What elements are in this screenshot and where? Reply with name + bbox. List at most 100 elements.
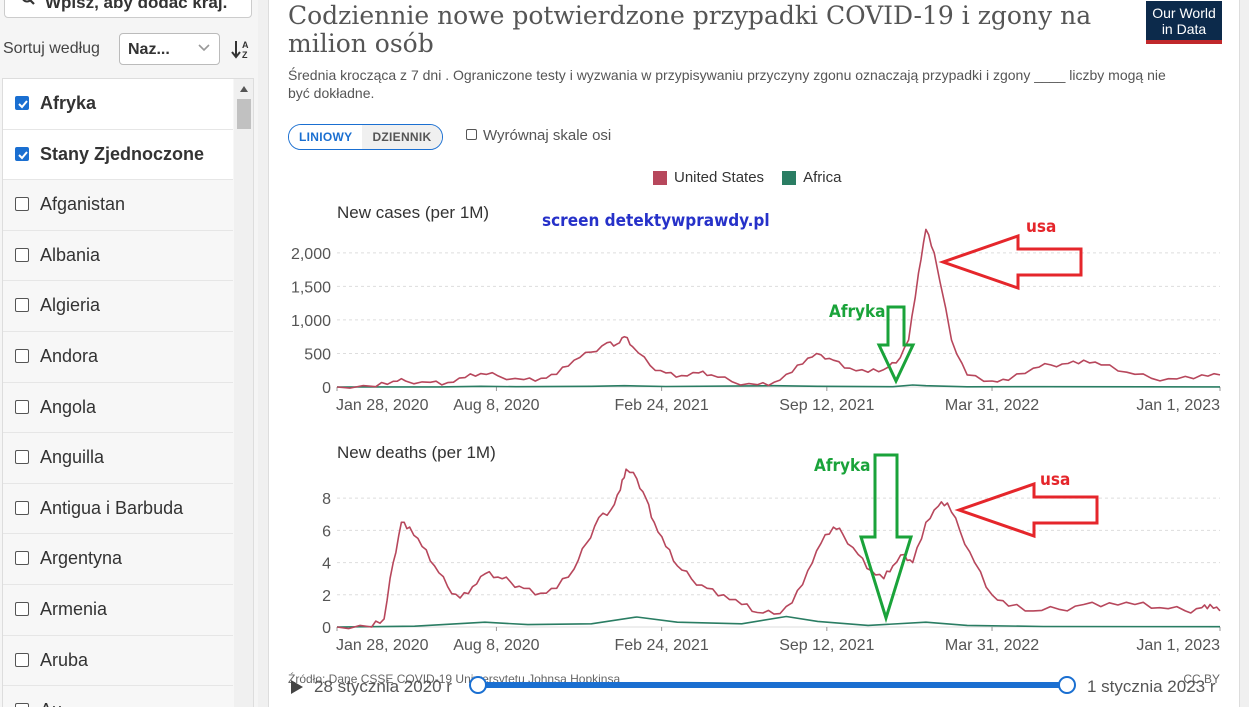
timeline-track[interactable] [479, 682, 1067, 688]
align-axes-box[interactable] [466, 129, 477, 140]
search-icon [22, 0, 35, 5]
search-placeholder: Wpisz, aby dodać kraj. [45, 0, 228, 12]
country-item[interactable]: Anguilla [3, 433, 233, 484]
log-scale-button[interactable]: DZIENNIK [362, 125, 442, 149]
deaths-y-tick-label: 2 [322, 588, 331, 605]
country-item[interactable]: Afryka [3, 79, 233, 130]
sort-order-icon[interactable]: A Z [230, 38, 252, 60]
sort-select-value: Naz... [128, 41, 170, 58]
checkbox[interactable] [15, 450, 29, 465]
afryka-label-cases: Afryka [829, 302, 886, 322]
cases-x-tick-label: Jan 1, 2023 [1136, 397, 1220, 414]
cases-series-us[interactable] [336, 228, 1221, 389]
checkbox[interactable] [15, 197, 29, 212]
country-item[interactable]: Angola [3, 382, 233, 434]
timeline-end-handle[interactable] [1058, 676, 1076, 694]
country-item[interactable]: Armenia [3, 584, 233, 636]
charts-svg: 0 500 1,000 1,500 2,000 Jan 28, 2020 Aug 8, 20… [291, 211, 1221, 654]
country-item[interactable]: Afganistan [3, 180, 233, 231]
cases-x-tick-label: Jan 28, 2020 [336, 397, 429, 414]
country-label: Aruba [40, 649, 89, 670]
svg-text:Z: Z [242, 50, 248, 60]
logo-line-2: in Data [1161, 21, 1207, 37]
country-label: Angola [40, 396, 97, 417]
country-label: Armenia [40, 598, 108, 619]
cases-series-africa[interactable] [336, 384, 1221, 388]
search-input[interactable]: Wpisz, aby dodać kraj. [4, 0, 252, 18]
scrollbar-thumb[interactable] [237, 99, 251, 129]
country-sidebar: Wpisz, aby dodać kraj. Sortuj według Naz… [0, 0, 258, 707]
usa-arrow-deaths [954, 481, 1099, 539]
checkbox[interactable] [15, 247, 29, 262]
country-label: Stany Zjednoczone [40, 143, 205, 164]
checkbox-checked[interactable] [15, 146, 29, 161]
checkbox[interactable] [15, 703, 29, 707]
country-label: Au... [40, 700, 77, 707]
legend-item-us[interactable]: United States [653, 169, 764, 186]
align-axes-label: Wyrównaj skale osi [483, 127, 612, 144]
usa-label-cases: usa [1026, 217, 1056, 237]
checkbox[interactable] [15, 551, 29, 566]
legend-item-africa[interactable]: Africa [782, 169, 841, 186]
timeline-end-label: 1 stycznia 2023 r [1087, 677, 1216, 696]
deaths-x-tick-label: Sep 12, 2021 [779, 637, 874, 654]
scroll-up-icon[interactable] [239, 85, 249, 93]
checkbox[interactable] [15, 298, 29, 313]
country-label: Antigua i Barbuda [40, 497, 184, 518]
checkbox[interactable] [15, 601, 29, 616]
deaths-y-tick-label: 4 [322, 556, 331, 573]
deaths-x-tick-label: Mar 31, 2022 [945, 637, 1039, 654]
country-item[interactable]: Algieria [3, 281, 233, 332]
deaths-y-tick-label: 0 [322, 620, 331, 637]
deaths-series-us[interactable] [336, 468, 1221, 630]
linear-scale-button[interactable]: LINIOWY [289, 125, 363, 149]
country-list: Afryka Stany Zjednoczone Afganistan Albania… [2, 78, 254, 707]
cases-chart-title: New cases (per 1M) [337, 203, 490, 222]
sort-select[interactable]: Naz... [119, 33, 220, 65]
legend-label-us: United States [674, 169, 765, 186]
checkbox[interactable] [15, 399, 29, 414]
checkbox[interactable] [15, 652, 29, 667]
deaths-x-tick-label: Aug 8, 2020 [453, 637, 539, 654]
afryka-label-deaths: Afryka [814, 456, 871, 476]
cases-x-tick-label: Mar 31, 2022 [945, 397, 1039, 414]
owid-logo[interactable]: Our World in Data [1146, 1, 1222, 44]
usa-label-deaths: usa [1040, 470, 1070, 490]
cases-x-tick-label: Sep 12, 2021 [779, 397, 874, 414]
svg-text:A: A [242, 40, 249, 50]
align-axes-checkbox[interactable]: Wyrównaj skale osi [466, 127, 611, 144]
legend-swatch-us [653, 170, 667, 185]
cases-y-tick-label: 0 [322, 380, 331, 397]
page-subtitle: Średnia krocząca z 7 dni . Ograniczone t… [288, 67, 1166, 101]
deaths-x-tick-label: Feb 24, 2021 [614, 637, 708, 654]
deaths-series-africa[interactable] [336, 615, 1221, 628]
cases-y-tick-label: 2,000 [291, 246, 331, 263]
usa-arrow-cases [938, 233, 1083, 291]
country-label: Afryka [40, 93, 97, 113]
afryka-arrow-deaths [858, 453, 914, 624]
chart-legend: United States Africa [653, 169, 841, 186]
country-item[interactable]: Stany Zjednoczone [3, 129, 233, 181]
country-label: Argentyna [40, 548, 123, 569]
play-icon[interactable] [289, 678, 305, 696]
license-note[interactable]: CC BY [1183, 672, 1220, 686]
chart-panel: Codziennie nowe potwierdzone przypadki C… [268, 0, 1240, 707]
country-item[interactable]: Antigua i Barbuda [3, 483, 233, 535]
legend-swatch-africa [782, 170, 797, 185]
country-item[interactable]: Albania [3, 230, 233, 282]
checkbox[interactable] [15, 500, 29, 515]
timeline-start-handle[interactable] [469, 676, 487, 694]
country-label: Anguilla [40, 447, 105, 468]
checkbox[interactable] [15, 348, 29, 363]
page-title: Codziennie nowe potwierdzone przypadki C… [288, 1, 1092, 58]
country-item[interactable]: Andora [3, 331, 233, 383]
country-item[interactable]: Aruba [3, 635, 233, 687]
country-label: Albania [40, 244, 101, 265]
country-item[interactable]: Argentyna [3, 534, 233, 585]
cases-y-tick-label: 500 [304, 346, 331, 363]
deaths-y-tick-label: 8 [322, 491, 331, 508]
checkbox-checked[interactable] [15, 96, 29, 110]
scrollbar[interactable] [234, 79, 253, 707]
country-item[interactable]: Au... [3, 686, 233, 707]
